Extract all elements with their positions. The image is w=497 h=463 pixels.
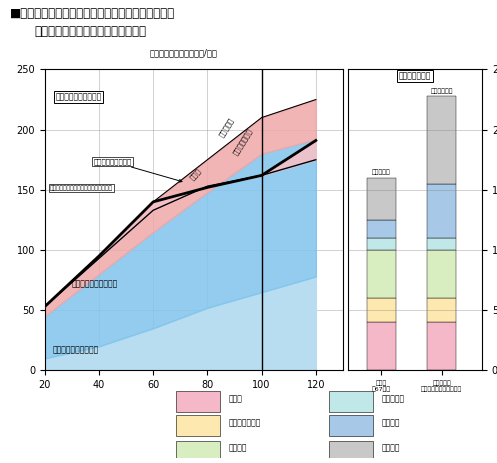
Bar [367,322,396,370]
FancyBboxPatch shape [329,391,373,412]
Text: （変動支出計＝灰処理費＋顔料購入費）: （変動支出計＝灰処理費＋顔料購入費） [50,185,113,191]
Text: ボード原料: ボード原料 [218,117,235,138]
Text: （処理能力：５．４万ｔ/年）: （処理能力：５．４万ｔ/年） [150,49,218,57]
FancyBboxPatch shape [176,415,220,436]
Text: 収入一変動支出の構成: 収入一変動支出の構成 [56,93,102,101]
Bar [367,298,396,322]
FancyBboxPatch shape [329,441,373,461]
Bar [427,298,456,322]
Text: 減価償却: 減価償却 [382,444,400,452]
Text: ■木質バイオマスの直接燃焼発電の収支構造試算例: ■木質バイオマスの直接燃焼発電の収支構造試算例 [10,7,175,20]
Text: 固定支出の構成: 固定支出の構成 [399,72,431,81]
X-axis label: 稼動率（％）: 稼動率（％） [176,396,211,406]
Text: （自費分）: （自費分） [372,170,391,175]
Text: 収入計: 収入計 [188,168,202,181]
Text: （総建設費）: （総建設費） [430,88,453,94]
Text: 収入計－変動支出計: 収入計－変動支出計 [93,158,182,182]
Text: 設備金利: 設備金利 [382,418,400,427]
Bar [427,96,456,184]
Bar [427,322,456,370]
Text: 固定資産税: 固定資産税 [382,394,405,403]
Bar [427,184,456,238]
Text: （能代森林資源利用協同組合の例）: （能代森林資源利用協同組合の例） [35,25,147,38]
Bar [367,250,396,298]
Text: 人件費: 人件費 [229,394,243,403]
Bar [367,238,396,250]
Text: 組合費用負担額: 組合費用負担額 [232,127,253,156]
Text: 蒸気外販（隣接企業）: 蒸気外販（隣接企業） [53,346,99,355]
Bar [427,238,456,250]
FancyBboxPatch shape [176,391,220,412]
FancyBboxPatch shape [329,415,373,436]
Text: 一般管理: 一般管理 [229,444,247,452]
Text: 電力外販（隣接企業）: 電力外販（隣接企業） [72,280,118,288]
Bar [367,178,396,220]
Bar [367,220,396,238]
FancyBboxPatch shape [176,441,220,461]
Bar [427,250,456,298]
Text: メンテナンス費: メンテナンス費 [229,418,261,427]
